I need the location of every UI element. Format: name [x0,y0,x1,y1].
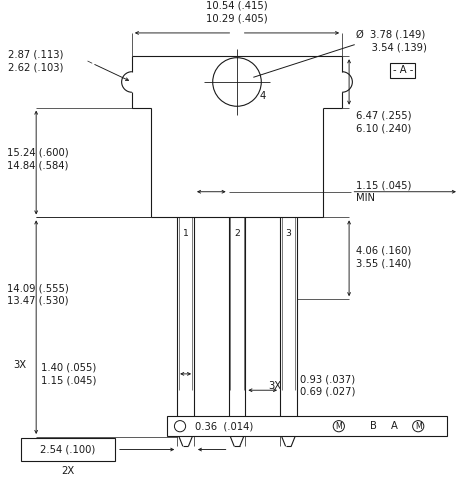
Text: 3X: 3X [13,360,26,370]
Text: 3: 3 [285,229,292,238]
Text: 1.40 (.055)
1.15 (.045): 1.40 (.055) 1.15 (.045) [41,362,96,385]
Text: 0.36  (.014): 0.36 (.014) [195,421,253,431]
Text: Ø  3.78 (.149)
     3.54 (.139): Ø 3.78 (.149) 3.54 (.139) [356,30,427,53]
Text: 1.15 (.045)
MIN: 1.15 (.045) MIN [356,180,411,203]
Text: 2.54 (.100): 2.54 (.100) [40,444,96,455]
Text: 4.06 (.160)
3.55 (.140): 4.06 (.160) 3.55 (.140) [356,246,411,268]
Text: B: B [370,421,377,431]
Text: 14.09 (.555)
13.47 (.530): 14.09 (.555) 13.47 (.530) [7,283,69,306]
Text: 15.24 (.600)
14.84 (.584): 15.24 (.600) 14.84 (.584) [7,147,69,171]
Text: 3X: 3X [268,381,282,390]
Text: 2: 2 [234,229,240,238]
Text: 0.93 (.037)
0.69 (.027): 0.93 (.037) 0.69 (.027) [300,374,356,397]
Text: - A -: - A - [392,65,413,75]
Text: M: M [336,422,342,431]
Text: 1: 1 [182,229,189,238]
Text: 4: 4 [260,91,266,101]
Bar [167,416,447,437]
Bar [21,438,115,461]
Text: 6.47 (.255)
6.10 (.240): 6.47 (.255) 6.10 (.240) [356,110,411,133]
Text: M: M [415,422,421,431]
Text: 2X: 2X [61,467,74,477]
Text: 10.54 (.415)
10.29 (.405): 10.54 (.415) 10.29 (.405) [206,1,268,24]
Text: 2.87 (.113)
2.62 (.103): 2.87 (.113) 2.62 (.103) [8,50,64,72]
Text: A: A [391,421,398,431]
